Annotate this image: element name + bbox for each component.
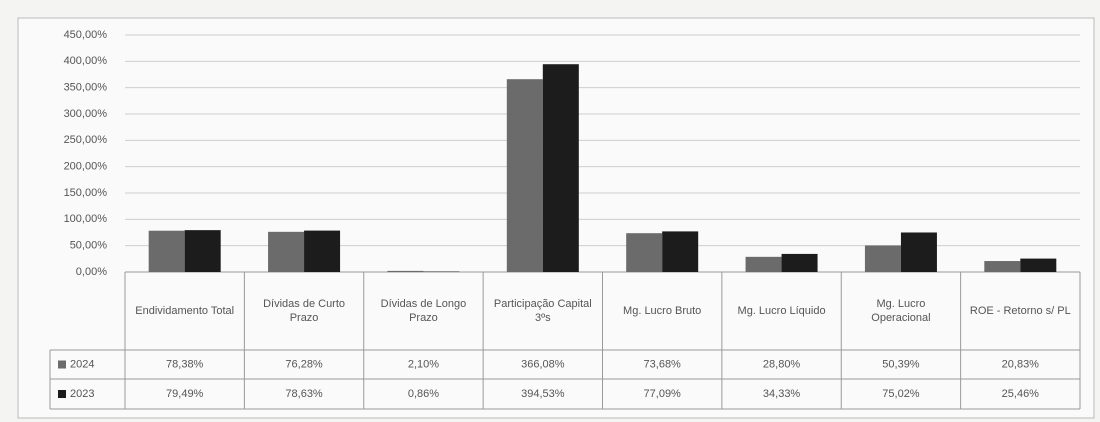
data-label: 73,68% (644, 358, 682, 370)
y-tick-label: 0,00% (76, 266, 107, 278)
data-label: 25,46% (1002, 388, 1040, 400)
data-label: 366,08% (521, 358, 565, 370)
data-label: 394,53% (521, 388, 565, 400)
category-cell: ROE - Retorno s/ PL (969, 305, 1071, 317)
data-label: 0,86% (408, 388, 439, 400)
y-tick-label: 100,00% (64, 213, 108, 225)
x-tick-label: Participação Capital 3ºs (493, 298, 592, 324)
bar (268, 231, 305, 272)
x-tick-label: ROE - Retorno s/ PL (969, 305, 1071, 317)
data-label: 20,83% (1002, 358, 1040, 370)
y-tick-label: 250,00% (64, 134, 108, 146)
x-tick-label: Mg. Lucro Bruto (623, 305, 702, 317)
data-label: 34,33% (763, 388, 801, 400)
y-tick-label: 400,00% (64, 55, 108, 67)
data-label: 77,09% (644, 388, 682, 400)
bar (781, 253, 818, 272)
bar (148, 230, 185, 272)
x-tick-label: Mg. Lucro Líquido (737, 305, 826, 317)
category-cell: Mg. Lucro Operacional (871, 298, 931, 324)
bar (304, 230, 341, 272)
legend-key (58, 360, 66, 369)
legend-label: 2024 (70, 358, 94, 370)
y-tick-label: 300,00% (64, 108, 108, 120)
bar (662, 231, 699, 272)
legend-key (58, 390, 66, 398)
y-tick-label: 150,00% (64, 187, 108, 199)
category-cell: Mg. Lucro Bruto (623, 305, 702, 317)
y-tick-label: 200,00% (64, 161, 108, 173)
data-label: 78,38% (166, 358, 204, 370)
category-cell: Participação Capital 3ºs (493, 298, 592, 324)
x-tick-label: Mg. Lucro Operacional (871, 298, 931, 324)
bar (900, 232, 937, 272)
data-label: 78,63% (285, 388, 323, 400)
y-tick-label: 50,00% (70, 240, 108, 252)
data-label: 2,10% (408, 358, 439, 370)
category-cell: Endividamento Total (135, 305, 235, 317)
data-label: 50,39% (882, 358, 920, 370)
bar (864, 245, 901, 272)
data-label: 75,02% (882, 388, 920, 400)
data-label: 28,80% (763, 358, 801, 370)
x-tick-label: Dívidas de Longo Prazo (380, 298, 467, 324)
category-cell: Dívidas de Curto Prazo (263, 298, 346, 324)
bar (506, 79, 543, 272)
bar (984, 261, 1021, 272)
category-cell: Dívidas de Longo Prazo (380, 298, 467, 324)
category-cell: Mg. Lucro Líquido (737, 305, 826, 317)
bar (184, 230, 221, 272)
legend-label: 2023 (70, 388, 94, 400)
bar (387, 270, 424, 272)
x-tick-label: Endividamento Total (135, 305, 235, 317)
data-label: 79,49% (166, 388, 204, 400)
bar (542, 64, 579, 272)
bar (1020, 258, 1057, 272)
x-tick-label: Dívidas de Curto Prazo (263, 298, 346, 324)
y-tick-label: 450,00% (64, 29, 108, 41)
bar (745, 256, 782, 272)
y-tick-label: 350,00% (64, 82, 108, 94)
bar (626, 233, 663, 272)
data-label: 76,28% (285, 358, 323, 370)
